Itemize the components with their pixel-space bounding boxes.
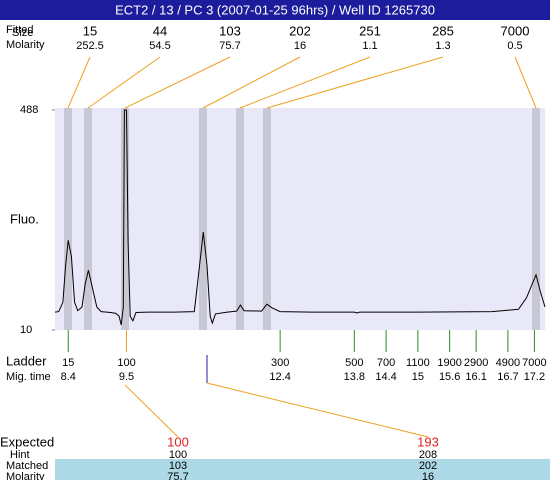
matched-label: Matched — [6, 460, 48, 472]
ladder-size: 7000 — [522, 357, 546, 369]
ladder-label: Ladder — [6, 353, 47, 368]
peak-molarity: 1.1 — [362, 40, 377, 52]
hint-label: Hint — [10, 449, 30, 461]
peak-band — [199, 108, 207, 330]
peak-size: 202 — [289, 23, 311, 38]
expected-label: Expected — [0, 434, 54, 449]
connector — [202, 56, 301, 109]
peak-size: 285 — [432, 23, 454, 38]
molarity-label: Molarity — [6, 471, 45, 480]
expected-size: 100 — [167, 434, 189, 449]
matched-band — [55, 459, 550, 480]
ladder-time: 14.4 — [375, 371, 396, 383]
ladder-time: 8.4 — [61, 371, 76, 383]
connector — [67, 56, 91, 109]
ladder-time: 15.6 — [439, 371, 460, 383]
connector — [514, 56, 537, 109]
molarity-value: 75.7 — [167, 471, 188, 480]
peak-band — [532, 108, 540, 330]
peak-band — [236, 108, 244, 330]
ladder-size: 2900 — [464, 357, 488, 369]
ladder-size: 500 — [345, 357, 363, 369]
peak-molarity: 252.5 — [76, 40, 104, 52]
connector — [124, 384, 179, 438]
molarity-label: Molarity — [6, 39, 45, 51]
ladder-time: 17.2 — [524, 371, 545, 383]
peak-size: 7000 — [501, 23, 530, 38]
peak-molarity: 54.5 — [149, 40, 170, 52]
size-label: Fitted — [6, 24, 34, 36]
peak-molarity: 75.7 — [219, 40, 240, 52]
ladder-size: 700 — [377, 357, 395, 369]
matched-value: 202 — [419, 460, 437, 472]
title: ECT2 / 13 / PC 3 (2007-01-25 96hrs) / We… — [115, 2, 435, 17]
peak-band — [84, 108, 92, 330]
ladder-size: 1100 — [406, 357, 430, 369]
ladder-time: 15 — [412, 371, 424, 383]
ladder-size: 300 — [271, 357, 289, 369]
ladder-size: 1900 — [437, 357, 461, 369]
connector — [266, 56, 444, 109]
plot-area — [55, 108, 545, 330]
matched-value: 103 — [169, 460, 187, 472]
peak-size: 251 — [359, 23, 381, 38]
ladder-time: 13.8 — [344, 371, 365, 383]
peak-size: 15 — [83, 23, 97, 38]
y-tick-label: 10 — [20, 324, 32, 336]
peak-size: 44 — [153, 23, 167, 38]
connector — [87, 56, 161, 109]
molarity-value: 16 — [422, 471, 434, 480]
connector — [124, 56, 231, 109]
ladder-time: 9.5 — [119, 371, 134, 383]
ladder-time: 16.7 — [497, 371, 518, 383]
y-tick-label: 488 — [20, 104, 38, 116]
expected-size: 193 — [417, 434, 439, 449]
peak-molarity: 16 — [294, 40, 306, 52]
y-axis-label: Fluo. — [10, 211, 39, 226]
mig-time-label: Mig. time — [6, 371, 51, 383]
ladder-size: 4900 — [496, 357, 520, 369]
ladder-time: 16.1 — [465, 371, 486, 383]
hint-value: 208 — [419, 449, 437, 461]
ladder-size: 15 — [62, 357, 74, 369]
peak-size: 103 — [219, 23, 241, 38]
trace — [54, 109, 546, 326]
peak-molarity: 0.5 — [507, 40, 522, 52]
ladder-time: 12.4 — [269, 371, 290, 383]
connector — [239, 56, 371, 109]
peak-band — [121, 108, 129, 330]
peak-molarity: 1.3 — [435, 40, 450, 52]
peak-band — [64, 108, 72, 330]
title-bar — [0, 0, 550, 20]
hint-value: 100 — [169, 449, 187, 461]
ladder-size: 100 — [117, 357, 135, 369]
peak-band — [263, 108, 271, 330]
size-label: Size — [12, 27, 33, 39]
connector — [206, 382, 429, 438]
